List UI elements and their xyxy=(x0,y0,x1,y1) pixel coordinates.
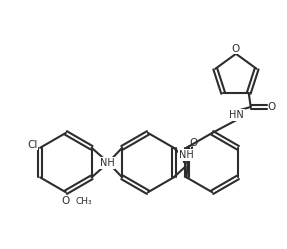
Text: O: O xyxy=(232,44,240,54)
Text: O: O xyxy=(267,102,276,112)
Text: Cl: Cl xyxy=(27,140,38,150)
Text: CH₃: CH₃ xyxy=(76,197,92,206)
Text: NH: NH xyxy=(179,150,193,160)
Text: O: O xyxy=(189,138,197,148)
Text: O: O xyxy=(62,196,70,206)
Text: HN: HN xyxy=(229,110,244,120)
Text: NH: NH xyxy=(100,158,114,168)
